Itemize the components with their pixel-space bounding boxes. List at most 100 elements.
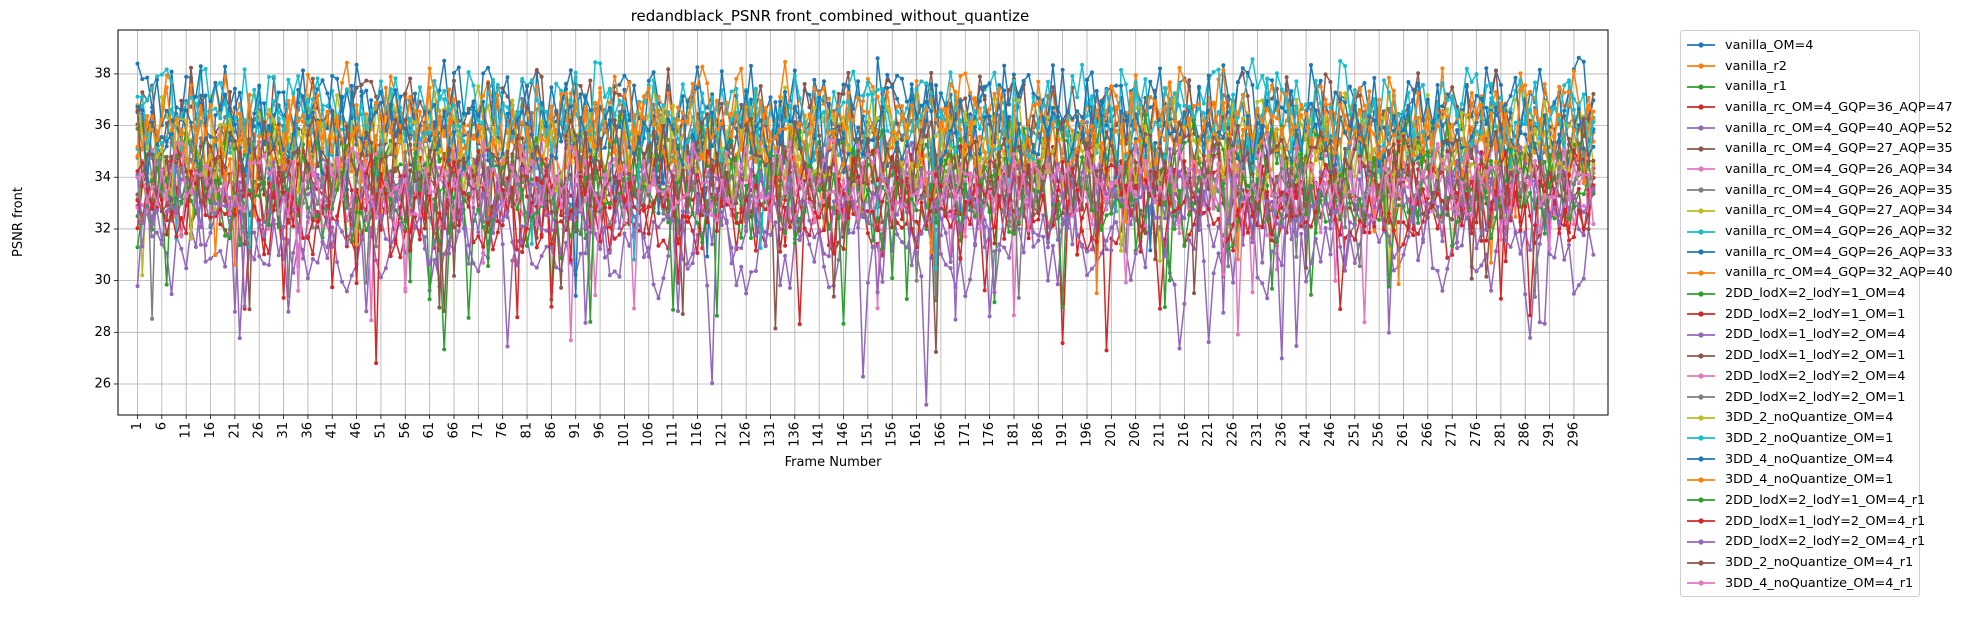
- data-point: [817, 133, 822, 138]
- data-point: [836, 91, 841, 96]
- data-point: [1401, 252, 1406, 257]
- data-point: [325, 126, 330, 131]
- data-point: [895, 96, 900, 101]
- data-point: [1021, 250, 1026, 255]
- data-point: [1416, 231, 1421, 236]
- data-point: [500, 223, 505, 228]
- data-point: [403, 289, 408, 294]
- data-point: [568, 258, 573, 263]
- data-point: [1187, 78, 1192, 83]
- data-point: [203, 66, 208, 71]
- data-point: [666, 91, 671, 96]
- data-point: [169, 69, 174, 74]
- data-point: [1065, 226, 1070, 231]
- data-point: [1114, 241, 1119, 246]
- data-point: [1211, 271, 1216, 276]
- data-point: [179, 98, 184, 103]
- data-point: [1528, 335, 1533, 340]
- data-point: [617, 232, 622, 237]
- data-point: [1270, 238, 1274, 243]
- data-point: [315, 260, 320, 265]
- data-point: [895, 121, 900, 126]
- data-point: [1338, 59, 1343, 63]
- data-point: [1177, 65, 1182, 70]
- data-point: [612, 90, 617, 95]
- data-point: [705, 81, 710, 86]
- data-point: [1489, 110, 1494, 115]
- data-point: [958, 144, 963, 149]
- data-point: [549, 245, 554, 250]
- data-point: [1123, 82, 1128, 87]
- data-point: [1318, 84, 1323, 89]
- data-point: [593, 60, 598, 65]
- data-point: [476, 149, 481, 154]
- data-point: [1294, 97, 1299, 102]
- data-point: [320, 78, 325, 83]
- data-point: [1518, 71, 1523, 76]
- data-point: [257, 112, 262, 117]
- data-point: [140, 244, 145, 249]
- data-point: [987, 107, 992, 112]
- data-point: [627, 243, 632, 248]
- data-point: [1026, 73, 1031, 77]
- data-point: [140, 77, 145, 82]
- data-point: [150, 109, 155, 114]
- data-point: [223, 64, 228, 69]
- data-point: [383, 138, 388, 143]
- data-point: [934, 83, 938, 88]
- data-point: [291, 224, 296, 229]
- data-point: [374, 100, 379, 105]
- data-point: [885, 86, 890, 90]
- data-point: [632, 112, 637, 117]
- data-point: [734, 283, 739, 288]
- data-point: [948, 70, 953, 75]
- data-point: [228, 150, 232, 155]
- data-point: [1192, 104, 1197, 108]
- data-point: [1459, 217, 1464, 221]
- data-point: [155, 230, 159, 235]
- data-point: [1046, 278, 1050, 283]
- data-point: [286, 98, 291, 103]
- data-point: [1075, 252, 1080, 257]
- data-point: [680, 209, 685, 214]
- data-point: [900, 225, 904, 230]
- data-point: [340, 279, 344, 284]
- data-point: [549, 85, 554, 90]
- data-point: [1221, 310, 1226, 315]
- data-point: [198, 144, 203, 149]
- data-point: [1299, 231, 1304, 236]
- data-point: [593, 100, 598, 105]
- data-point: [1440, 66, 1445, 71]
- data-point: [193, 94, 198, 99]
- data-point: [617, 226, 622, 231]
- data-point: [500, 242, 505, 247]
- data-point: [1338, 140, 1343, 145]
- data-point: [1294, 255, 1299, 259]
- data-point: [1104, 113, 1109, 117]
- data-point: [1513, 98, 1518, 102]
- data-point: [719, 69, 724, 74]
- data-point: [559, 88, 564, 93]
- data-point: [1250, 290, 1255, 295]
- data-point: [992, 70, 997, 75]
- data-point: [505, 105, 510, 110]
- data-point: [305, 93, 310, 98]
- data-point: [1377, 240, 1382, 244]
- data-point: [895, 232, 900, 237]
- data-point: [471, 190, 476, 195]
- series-line: [136, 195, 1595, 405]
- data-point: [1274, 161, 1279, 166]
- data-point: [286, 77, 291, 82]
- data-point: [1304, 265, 1309, 270]
- data-point: [1270, 249, 1274, 254]
- data-point: [198, 93, 203, 98]
- data-point: [1343, 100, 1348, 105]
- data-point: [1143, 265, 1148, 270]
- data-point: [1172, 91, 1177, 96]
- data-point: [690, 99, 695, 104]
- data-point: [1343, 225, 1348, 230]
- data-point: [1284, 118, 1289, 123]
- data-point: [544, 244, 549, 249]
- data-point: [710, 381, 715, 386]
- data-point: [1289, 122, 1294, 127]
